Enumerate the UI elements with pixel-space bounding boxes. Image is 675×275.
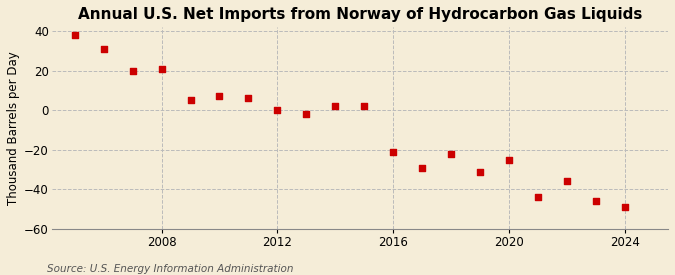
Point — [591, 199, 601, 204]
Point — [504, 158, 514, 162]
Point — [446, 152, 456, 156]
Point — [330, 104, 341, 109]
Point — [243, 96, 254, 101]
Point — [359, 104, 370, 109]
Y-axis label: Thousand Barrels per Day: Thousand Barrels per Day — [7, 51, 20, 205]
Point — [301, 112, 312, 116]
Point — [387, 150, 398, 154]
Point — [562, 179, 572, 184]
Point — [70, 33, 80, 37]
Point — [214, 94, 225, 99]
Text: Source: U.S. Energy Information Administration: Source: U.S. Energy Information Administ… — [47, 264, 294, 274]
Point — [128, 68, 138, 73]
Point — [416, 165, 427, 170]
Point — [533, 195, 543, 199]
Title: Annual U.S. Net Imports from Norway of Hydrocarbon Gas Liquids: Annual U.S. Net Imports from Norway of H… — [78, 7, 642, 22]
Point — [99, 47, 109, 51]
Point — [156, 67, 167, 71]
Point — [185, 98, 196, 103]
Point — [272, 108, 283, 112]
Point — [619, 205, 630, 209]
Point — [475, 169, 485, 174]
